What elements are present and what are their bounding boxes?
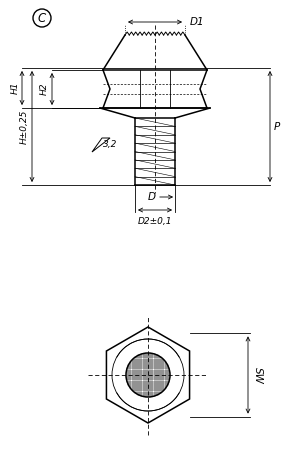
Text: SW: SW — [253, 366, 263, 383]
Text: H±0,25: H±0,25 — [20, 109, 29, 144]
Text: P: P — [274, 122, 280, 132]
Text: 3,2: 3,2 — [103, 140, 117, 150]
Text: C: C — [38, 12, 46, 24]
Text: D2±0,1: D2±0,1 — [138, 217, 172, 226]
Text: H2: H2 — [40, 83, 49, 95]
Text: D1: D1 — [190, 17, 205, 27]
Text: H1: H1 — [11, 82, 20, 94]
Text: D: D — [148, 192, 156, 202]
